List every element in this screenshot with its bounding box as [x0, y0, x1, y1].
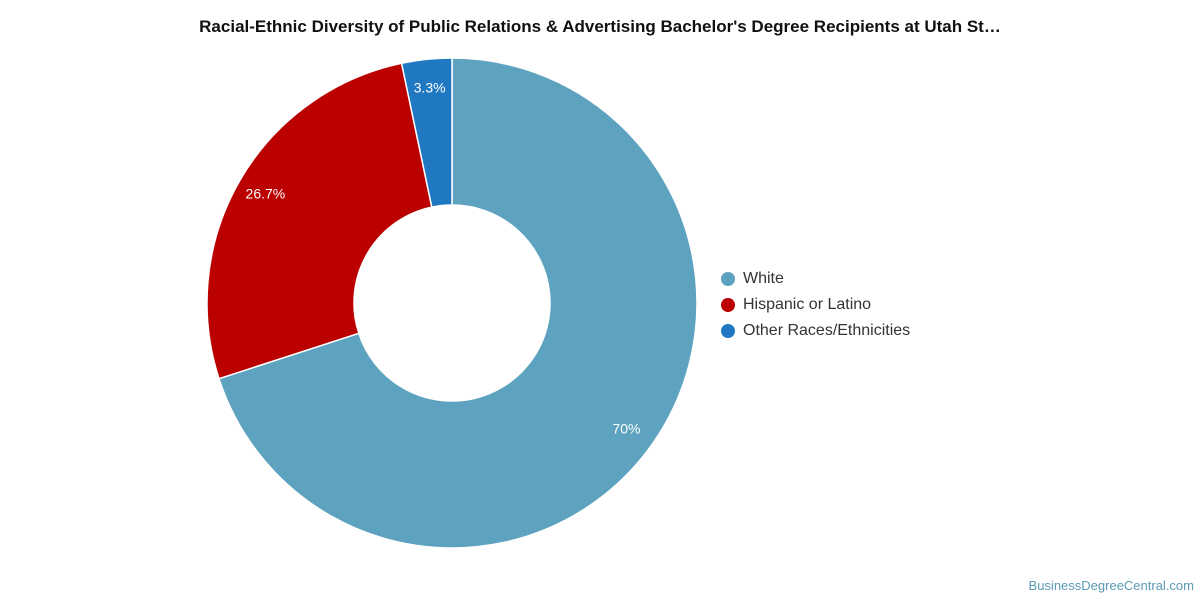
slice-value-label: 70%: [612, 420, 640, 436]
slice-labels-group: 70% 26.7% 3.3%: [246, 79, 641, 436]
donut-slice[interactable]: [400, 57, 453, 208]
chart-title: Racial-Ethnic Diversity of Public Relati…: [199, 17, 1001, 36]
legend-swatch: [721, 298, 735, 312]
legend-label: White: [743, 270, 784, 287]
legend-item[interactable]: Hispanic or Latino: [721, 292, 910, 318]
legend-item[interactable]: Other Races/Ethnicities: [721, 318, 910, 344]
legend-swatch: [721, 272, 735, 286]
legend-label: Other Races/Ethnicities: [743, 322, 911, 339]
slice-value-label: 3.3%: [414, 79, 446, 95]
donut-slice[interactable]: [206, 62, 433, 380]
legend-swatch: [721, 324, 735, 338]
legend: White Hispanic or Latino Other Races/Eth…: [721, 266, 910, 344]
donut-slice[interactable]: [218, 57, 698, 549]
watermark[interactable]: BusinessDegreeCentral.com: [1028, 578, 1194, 593]
legend-label: Hispanic or Latino: [743, 296, 872, 313]
slice-value-label: 26.7%: [246, 186, 286, 202]
slices-group: [206, 57, 698, 549]
legend-item[interactable]: White: [721, 266, 910, 292]
